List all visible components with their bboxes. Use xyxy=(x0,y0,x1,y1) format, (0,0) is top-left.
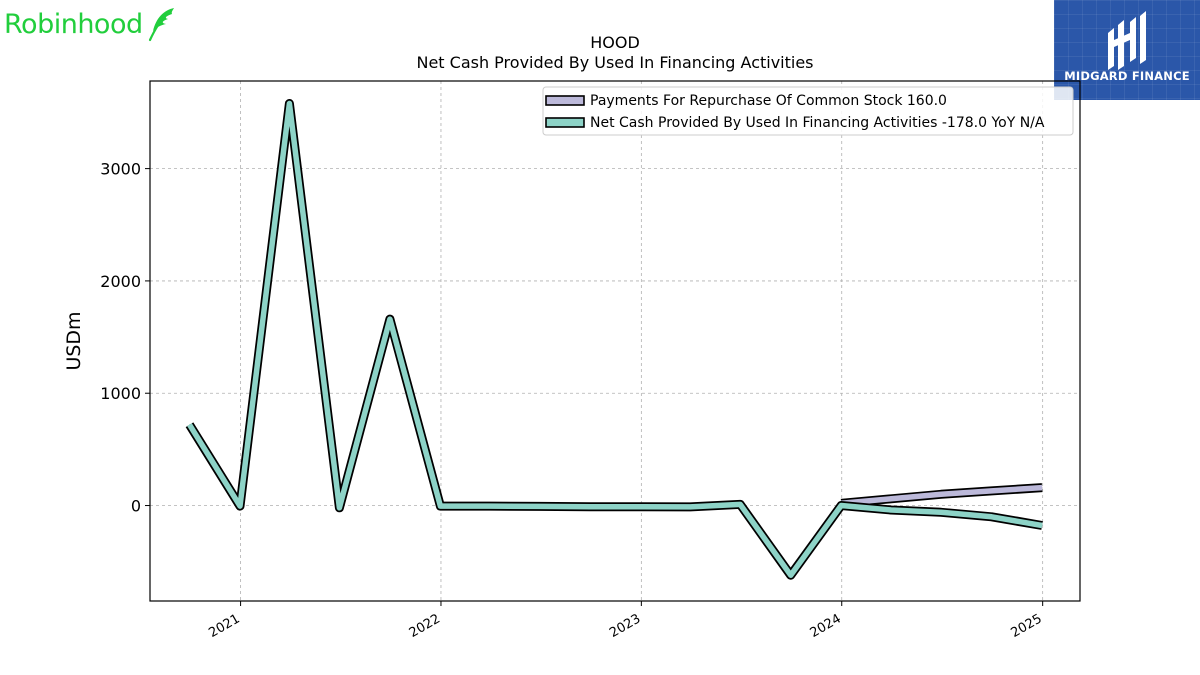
legend-swatch xyxy=(545,95,585,106)
chart-subtitle: Net Cash Provided By Used In Financing A… xyxy=(416,53,813,72)
data-point xyxy=(489,505,491,507)
data-point xyxy=(439,505,441,507)
y-axis-label: USDm xyxy=(63,311,85,370)
data-point xyxy=(589,506,591,508)
data-point xyxy=(940,493,942,495)
legend: Payments For Repurchase Of Common Stock … xyxy=(542,86,1074,136)
chart-title: HOOD xyxy=(590,33,640,52)
data-point xyxy=(890,498,892,500)
data-point xyxy=(338,507,340,509)
x-tick-label: 2023 xyxy=(607,611,643,641)
data-point xyxy=(840,505,842,507)
y-tick-label: 0 xyxy=(131,497,141,516)
data-point xyxy=(689,506,691,508)
x-tick-label: 2024 xyxy=(808,611,844,641)
midgard-finance-name: MIDGARD FINANCE xyxy=(1064,69,1190,83)
series-line xyxy=(187,100,1043,578)
midgard-mark-icon xyxy=(1108,11,1146,70)
legend-item-0: Payments For Repurchase Of Common Stock … xyxy=(545,93,947,109)
series-lines xyxy=(185,99,1043,580)
legend-swatch xyxy=(545,117,585,128)
robinhood-logo-text: Robinhood xyxy=(4,8,143,40)
x-tick-label: 2022 xyxy=(407,611,443,641)
data-point xyxy=(288,102,290,104)
legend-label: Net Cash Provided By Used In Financing A… xyxy=(590,115,1045,131)
x-axis: 2021 2022 2023 2024 2025 xyxy=(206,601,1045,641)
data-point xyxy=(1041,487,1043,489)
data-point xyxy=(539,505,541,507)
data-point xyxy=(189,424,191,426)
data-point xyxy=(239,505,241,507)
midgard-finance-logo: MIDGARD FINANCE xyxy=(1054,0,1200,100)
data-point xyxy=(1041,525,1043,527)
plot-frame xyxy=(149,80,1081,602)
x-tick-label: 2021 xyxy=(206,611,242,641)
data-point xyxy=(940,511,942,513)
data-point xyxy=(389,318,391,320)
robinhood-logo: Robinhood xyxy=(4,2,177,46)
y-tick-label: 2000 xyxy=(100,272,141,291)
legend-item-1: Net Cash Provided By Used In Financing A… xyxy=(545,115,1045,131)
series-0 xyxy=(840,483,1043,508)
data-point xyxy=(739,503,741,505)
y-tick-label: 3000 xyxy=(100,160,141,179)
legend-label: Payments For Repurchase Of Common Stock … xyxy=(590,93,947,109)
data-point xyxy=(790,574,792,576)
grid-lines xyxy=(150,81,1080,601)
feather-icon xyxy=(148,8,174,42)
data-point xyxy=(890,509,892,511)
data-point xyxy=(640,506,642,508)
legend-box xyxy=(542,86,1074,136)
data-point xyxy=(991,516,993,518)
series-1 xyxy=(185,99,1043,580)
y-axis: 0 1000 2000 3000 xyxy=(100,160,150,516)
data-point xyxy=(991,490,993,492)
x-tick-label: 2025 xyxy=(1009,611,1045,641)
y-tick-label: 1000 xyxy=(100,384,141,403)
